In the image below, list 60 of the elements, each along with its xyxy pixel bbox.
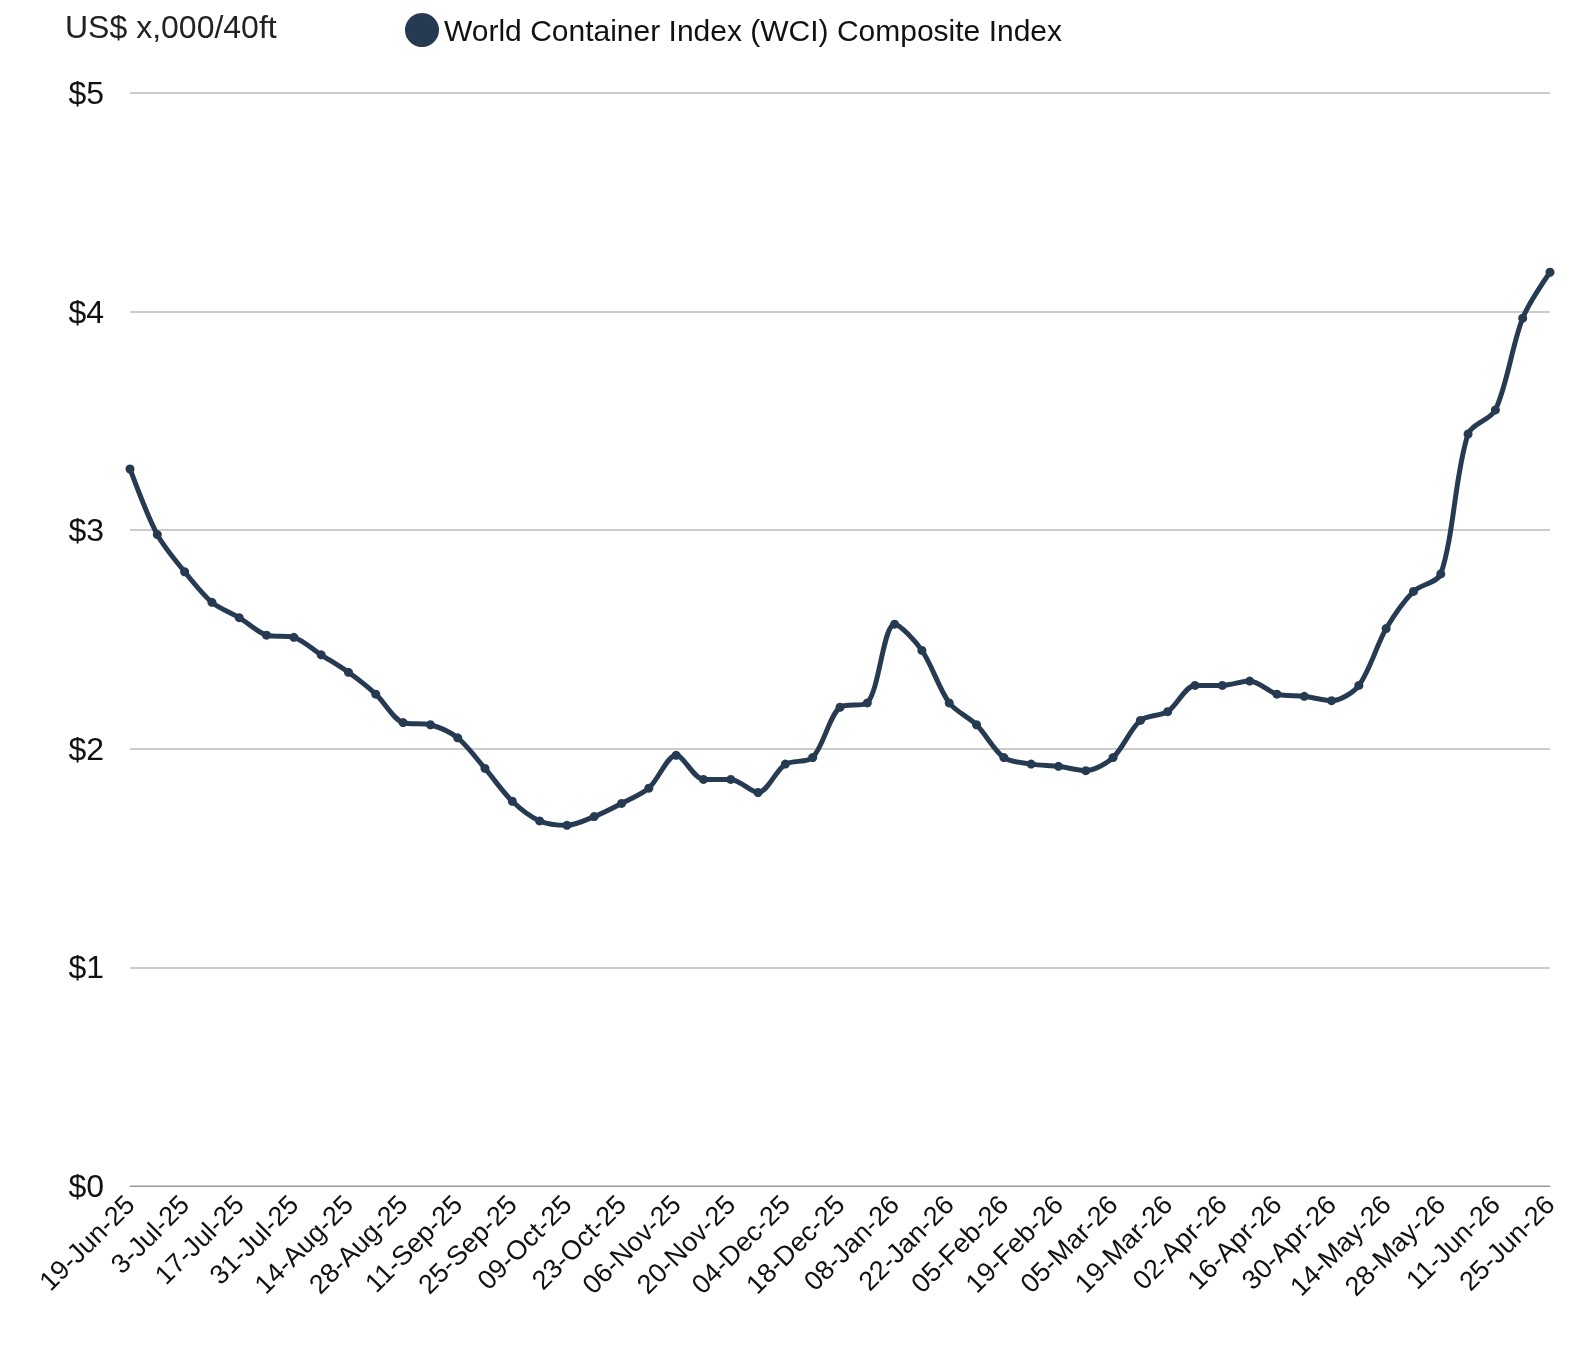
point bbox=[671, 750, 681, 760]
point bbox=[1518, 313, 1528, 323]
point bbox=[343, 667, 353, 677]
point bbox=[425, 720, 435, 730]
point bbox=[890, 619, 900, 629]
point bbox=[726, 774, 736, 784]
point bbox=[589, 812, 599, 822]
point bbox=[480, 763, 490, 773]
point bbox=[262, 630, 272, 640]
point bbox=[289, 632, 299, 642]
point bbox=[1163, 707, 1173, 717]
y-tick-label: $4 bbox=[68, 293, 104, 330]
point bbox=[1327, 696, 1337, 706]
point bbox=[1053, 761, 1063, 771]
point bbox=[1463, 429, 1473, 439]
point bbox=[1108, 753, 1118, 763]
point bbox=[698, 774, 708, 784]
point bbox=[1026, 759, 1036, 769]
point bbox=[617, 798, 627, 808]
y-tick-label: $2 bbox=[68, 730, 104, 767]
point bbox=[972, 720, 982, 730]
y-axis-title: US$ x,000/40ft bbox=[65, 9, 277, 45]
point bbox=[999, 753, 1009, 763]
y-tick-label: $3 bbox=[68, 512, 104, 549]
point bbox=[780, 759, 790, 769]
point bbox=[944, 698, 954, 708]
point bbox=[371, 689, 381, 699]
legend-label: World Container Index (WCI) Composite Index bbox=[444, 13, 1063, 47]
point bbox=[644, 783, 654, 793]
point bbox=[1217, 680, 1227, 690]
point bbox=[125, 464, 135, 474]
point bbox=[1245, 676, 1255, 686]
point bbox=[1490, 405, 1500, 415]
point bbox=[917, 645, 927, 655]
point bbox=[1081, 766, 1091, 776]
point bbox=[1545, 267, 1555, 277]
point bbox=[753, 788, 763, 798]
point bbox=[234, 613, 244, 623]
point bbox=[316, 650, 326, 660]
point bbox=[180, 567, 190, 577]
point bbox=[1190, 680, 1200, 690]
point bbox=[207, 597, 217, 607]
point bbox=[453, 733, 463, 743]
point bbox=[152, 530, 162, 540]
point bbox=[507, 796, 517, 806]
point bbox=[862, 698, 872, 708]
point bbox=[535, 816, 545, 826]
point bbox=[835, 702, 845, 712]
point bbox=[562, 820, 572, 830]
y-tick-label: $1 bbox=[68, 949, 104, 986]
point bbox=[1135, 715, 1145, 725]
point bbox=[1299, 691, 1309, 701]
point bbox=[1381, 624, 1391, 634]
point bbox=[398, 718, 408, 728]
y-tick-label: $5 bbox=[68, 75, 104, 111]
point bbox=[808, 753, 818, 763]
point bbox=[1408, 586, 1418, 596]
point bbox=[1272, 689, 1282, 699]
point bbox=[1354, 680, 1364, 690]
point bbox=[1436, 569, 1446, 579]
